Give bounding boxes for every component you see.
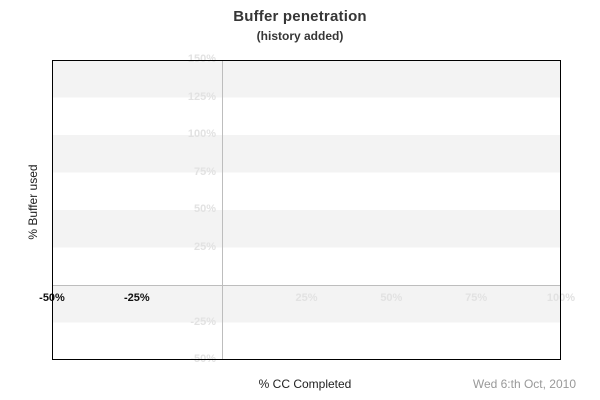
y-tick-label: 75% [193, 165, 216, 178]
x-axis-label: % CC Completed [258, 377, 352, 391]
y-tick-label: 50% [193, 203, 216, 215]
y-tick-label: 25% [193, 240, 216, 253]
y-tick-label: 100% [187, 128, 216, 140]
x-tick-label: -50% [39, 292, 65, 304]
y-tick-label: 125% [187, 90, 216, 103]
y-axis-label: % Buffer used [26, 164, 40, 240]
x-tick-label: 100% [546, 292, 576, 304]
x-tick-label: 50% [380, 292, 403, 304]
chart-title: Buffer penetration [233, 8, 367, 25]
x-tick-label: -25% [123, 292, 150, 304]
y-tick-label: 150% [187, 53, 216, 65]
zero-line-vertical [221, 60, 223, 360]
zero-line-horizontal [52, 285, 561, 286]
plot-area: 150% 125% 100% 75% 50% 25% -25% -50% -50% -25% 25%… [39, 53, 575, 365]
x-tick-label: 25% [295, 292, 318, 304]
chart-subtitle: (history added) [256, 29, 344, 43]
y-tick-label: -50% [190, 353, 216, 365]
date-label: Wed 6:th Oct, 2010 [472, 377, 576, 391]
y-tick-label: -25% [190, 315, 216, 328]
x-tick-label: 75% [465, 292, 488, 304]
